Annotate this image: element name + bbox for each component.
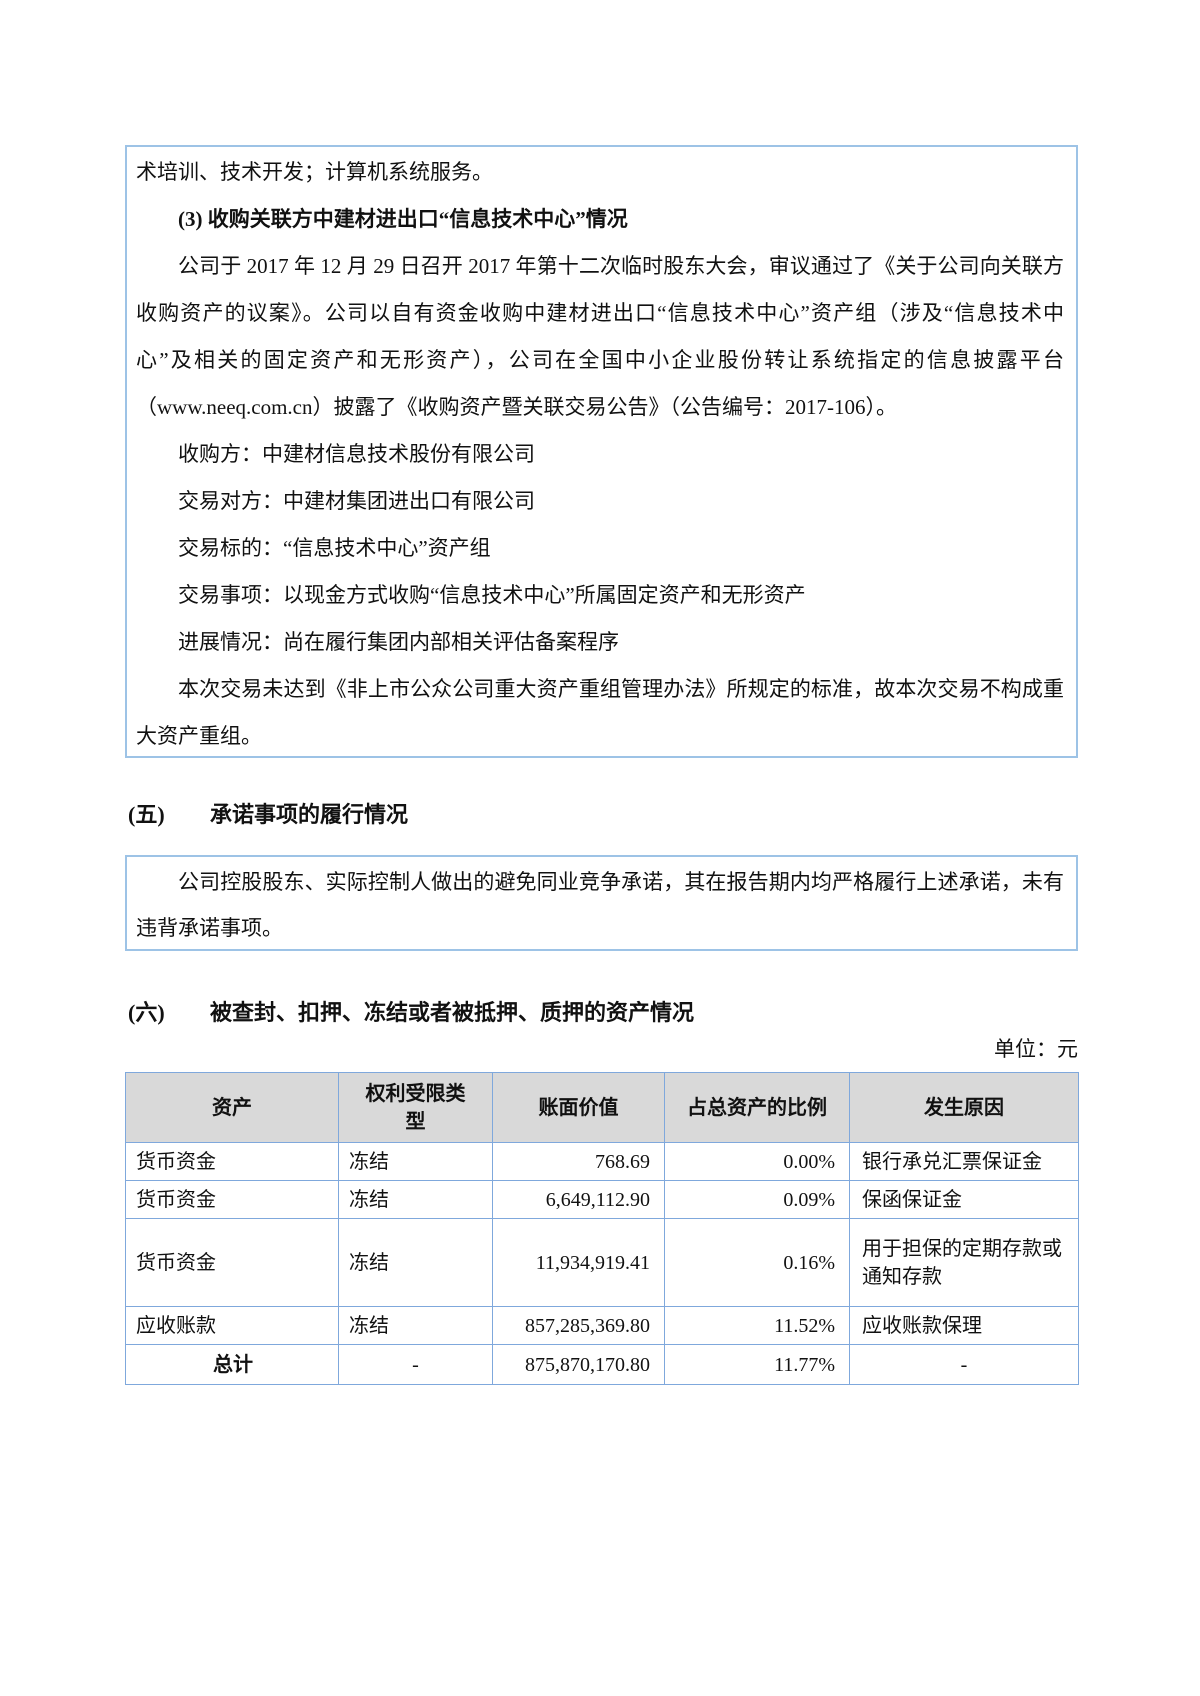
table-header-row: 资产 权利受限类型 账面价值 占总资产的比例 发生原因 [125,1072,1079,1143]
col-header-restriction: 权利受限类型 [338,1072,493,1143]
table-row: 货币资金 冻结 11,934,919.41 0.16% 用于担保的定期存款或通知… [125,1218,1079,1307]
cell-reason: 保函保证金 [849,1180,1079,1219]
cell-ratio: 0.09% [664,1180,850,1219]
cell-ratio: 0.16% [664,1218,850,1307]
cell-restriction: 冻结 [338,1142,493,1181]
cell-restriction: 冻结 [338,1218,493,1307]
acquisition-paragraph: 公司于 2017 年 12 月 29 日召开 2017 年第十二次临时股东大会，… [136,254,1064,419]
section-five-title: 承诺事项的履行情况 [210,802,409,827]
detail-line-buyer: 收购方：中建材信息技术股份有限公司 [178,442,535,466]
continuation-text: 术培训、技术开发；计算机系统服务。 [136,160,493,184]
detail-line-subject: 交易标的：“信息技术中心”资产组 [178,536,491,560]
table-row: 货币资金 冻结 6,649,112.90 0.09% 保函保证金 [125,1180,1079,1219]
cell-asset: 货币资金 [125,1218,339,1307]
cell-restriction: 冻结 [338,1180,493,1219]
cell-asset: 货币资金 [125,1142,339,1181]
cell-asset: 货币资金 [125,1180,339,1219]
unit-label: 单位：元 [994,1037,1078,1061]
commitment-info-box: 公司控股股东、实际控制人做出的避免同业竞争承诺，其在报告期内均严格履行上述承诺，… [125,855,1078,951]
cell-book-value: 857,285,369.80 [492,1306,665,1345]
section-six-title: 被查封、扣押、冻结或者被抵押、质押的资产情况 [210,1000,695,1025]
detail-line-transaction: 交易事项：以现金方式收购“信息技术中心”所属固定资产和无形资产 [178,583,806,607]
section-five-number: (五) [128,802,165,827]
cell-book-value: 875,870,170.80 [492,1344,665,1385]
commitment-paragraph: 公司控股股东、实际控制人做出的避免同业竞争承诺，其在报告期内均严格履行上述承诺，… [136,870,1064,940]
cell-ratio: 11.52% [664,1306,850,1345]
cell-book-value: 6,649,112.90 [492,1180,665,1219]
cell-ratio: 11.77% [664,1344,850,1385]
detail-line-counterparty: 交易对方：中建材集团进出口有限公司 [178,489,535,513]
cell-reason: 应收账款保理 [849,1306,1079,1345]
subsection-heading-3: (3) 收购关联方中建材进出口“信息技术中心”情况 [178,207,628,231]
section-heading-five: (五) 承诺事项的履行情况 [128,802,1078,828]
col-header-book-value: 账面价值 [492,1072,665,1143]
restricted-assets-table: 资产 权利受限类型 账面价值 占总资产的比例 发生原因 货币资金 冻结 768.… [125,1072,1079,1385]
cell-total-label: 总计 [125,1344,339,1385]
acquisition-info-box: 术培训、技术开发；计算机系统服务。 (3) 收购关联方中建材进出口“信息技术中心… [125,145,1078,758]
col-header-reason: 发生原因 [849,1072,1079,1143]
col-header-restriction-label: 权利受限类型 [365,1082,466,1133]
closing-paragraph: 本次交易未达到《非上市公众公司重大资产重组管理办法》所规定的标准，故本次交易不构… [136,677,1064,748]
cell-book-value: 11,934,919.41 [492,1218,665,1307]
cell-book-value: 768.69 [492,1142,665,1181]
section-heading-six: (六) 被查封、扣押、冻结或者被抵押、质押的资产情况 [128,1000,1078,1026]
cell-asset: 应收账款 [125,1306,339,1345]
section-six-number: (六) [128,1000,165,1025]
cell-reason: 用于担保的定期存款或通知存款 [849,1218,1079,1307]
table-total-row: 总计 - 875,870,170.80 11.77% - [125,1344,1079,1385]
cell-reason: 银行承兑汇票保证金 [849,1142,1079,1181]
cell-restriction: - [338,1344,493,1385]
table-row: 货币资金 冻结 768.69 0.00% 银行承兑汇票保证金 [125,1142,1079,1181]
cell-reason: - [849,1344,1079,1385]
table-row: 应收账款 冻结 857,285,369.80 11.52% 应收账款保理 [125,1306,1079,1345]
cell-ratio: 0.00% [664,1142,850,1181]
cell-restriction: 冻结 [338,1306,493,1345]
col-header-asset: 资产 [125,1072,339,1143]
detail-line-progress: 进展情况：尚在履行集团内部相关评估备案程序 [178,630,619,654]
col-header-ratio: 占总资产的比例 [664,1072,850,1143]
